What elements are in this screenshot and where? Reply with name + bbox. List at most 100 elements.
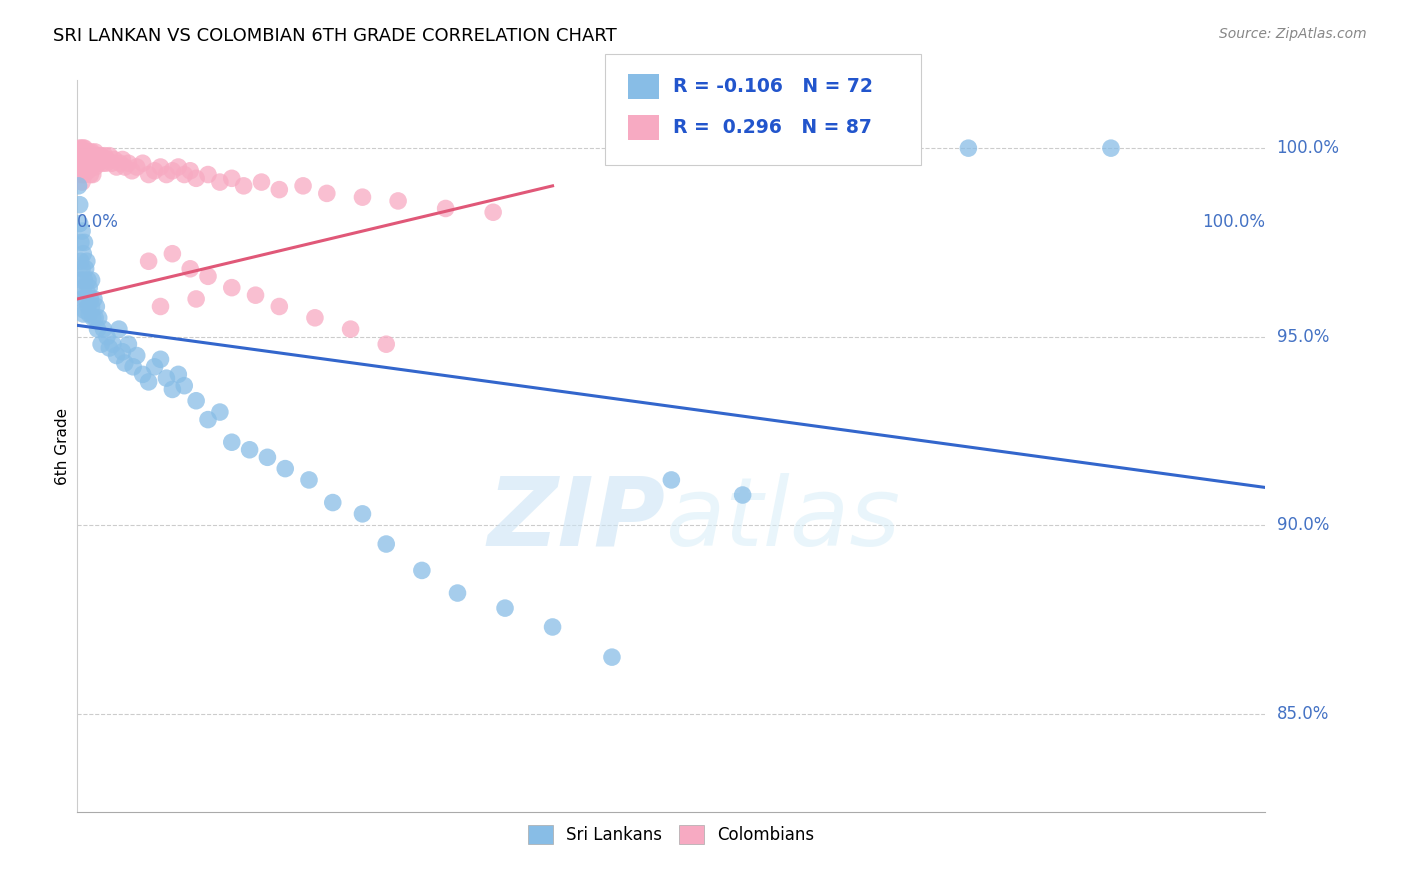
Point <box>76 254 98 268</box>
Point <box>77 160 100 174</box>
Point <box>86 153 108 167</box>
Point <box>70 273 93 287</box>
Text: SRI LANKAN VS COLOMBIAN 6TH GRADE CORRELATION CHART: SRI LANKAN VS COLOMBIAN 6TH GRADE CORREL… <box>53 27 617 45</box>
Point <box>111 153 134 167</box>
Point <box>75 292 97 306</box>
Point <box>84 160 107 174</box>
Point <box>138 375 160 389</box>
Point <box>114 356 136 370</box>
Text: 85.0%: 85.0% <box>1277 705 1329 723</box>
Point <box>80 160 103 174</box>
Point <box>117 156 139 170</box>
Point <box>80 300 103 314</box>
Point <box>221 280 243 294</box>
Point <box>339 322 361 336</box>
Point <box>125 349 148 363</box>
Point <box>98 149 121 163</box>
Point <box>162 383 184 397</box>
Legend: Sri Lankans, Colombians: Sri Lankans, Colombians <box>522 818 821 851</box>
Point <box>155 168 177 182</box>
Point <box>256 450 278 465</box>
Text: ZIP: ZIP <box>488 473 665 566</box>
Point <box>155 371 177 385</box>
Point <box>86 322 108 336</box>
Text: 100.0%: 100.0% <box>1202 213 1265 231</box>
Point <box>76 285 98 299</box>
Text: 95.0%: 95.0% <box>1277 327 1329 346</box>
Point <box>167 160 190 174</box>
Point <box>90 149 112 163</box>
Point <box>87 156 110 170</box>
Point <box>72 141 94 155</box>
Point <box>149 300 172 314</box>
Point <box>186 292 208 306</box>
Point <box>186 393 208 408</box>
Point <box>482 205 505 219</box>
Point <box>149 352 172 367</box>
Point <box>69 217 91 231</box>
Point <box>94 156 117 170</box>
Point <box>75 163 97 178</box>
Point <box>731 488 754 502</box>
Point <box>77 307 100 321</box>
Point <box>75 261 97 276</box>
Point <box>208 405 231 419</box>
Point <box>121 163 143 178</box>
Text: atlas: atlas <box>665 473 900 566</box>
Point <box>111 344 134 359</box>
Point <box>70 168 93 182</box>
Point <box>77 273 100 287</box>
Point <box>375 337 398 351</box>
Point <box>322 495 344 509</box>
Point <box>269 300 291 314</box>
Y-axis label: 6th Grade: 6th Grade <box>55 408 70 484</box>
Point <box>72 153 94 167</box>
Point <box>79 168 101 182</box>
Point <box>315 186 337 201</box>
Point <box>82 310 104 325</box>
Point <box>269 183 291 197</box>
Point <box>108 322 131 336</box>
Point <box>114 160 136 174</box>
Point <box>80 273 103 287</box>
Point <box>245 288 267 302</box>
Point <box>352 507 374 521</box>
Point <box>122 359 145 374</box>
Point <box>173 168 195 182</box>
Text: R =  0.296   N = 87: R = 0.296 N = 87 <box>673 118 872 137</box>
Point <box>86 300 108 314</box>
Point <box>86 149 108 163</box>
Point <box>73 235 96 250</box>
Point <box>1099 141 1122 155</box>
Point <box>72 168 94 182</box>
Point <box>76 145 98 159</box>
Point <box>131 156 153 170</box>
Point <box>387 194 409 208</box>
Point <box>70 153 93 167</box>
Point <box>179 261 201 276</box>
Point <box>90 337 112 351</box>
Point <box>80 145 103 159</box>
Point <box>661 473 683 487</box>
Point <box>76 160 98 174</box>
Point <box>72 307 94 321</box>
Point <box>67 149 90 163</box>
Point <box>70 141 93 155</box>
Point <box>72 280 94 294</box>
Point <box>434 202 457 216</box>
Point <box>79 149 101 163</box>
Point <box>77 163 100 178</box>
Point <box>77 280 100 294</box>
Point <box>232 178 254 193</box>
Point <box>298 473 321 487</box>
Point <box>105 349 128 363</box>
Point <box>70 261 93 276</box>
Point <box>541 620 564 634</box>
Point <box>93 153 115 167</box>
Point <box>67 163 90 178</box>
Point <box>179 163 201 178</box>
Point <box>67 178 90 193</box>
Point <box>221 171 243 186</box>
Point <box>108 156 131 170</box>
Point <box>221 435 243 450</box>
